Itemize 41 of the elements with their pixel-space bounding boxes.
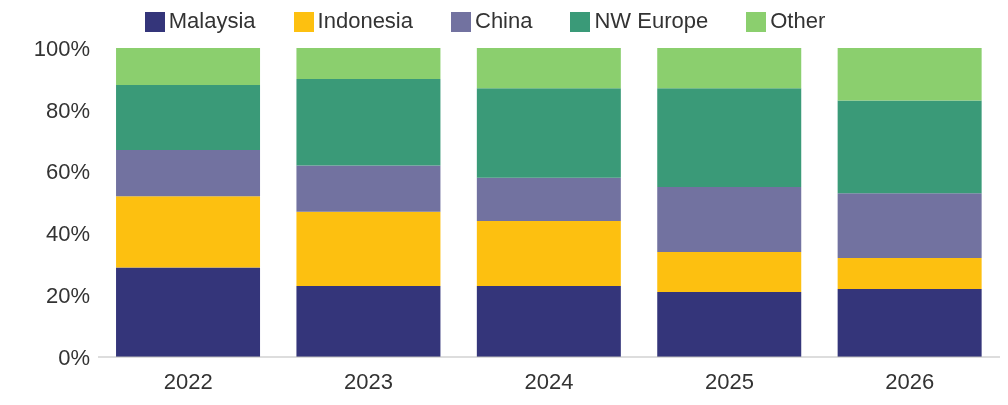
bar <box>837 100 982 194</box>
legend-label: China <box>475 8 533 33</box>
bar <box>657 187 802 252</box>
bar <box>296 211 441 286</box>
bar <box>837 258 982 290</box>
bar <box>116 149 261 197</box>
bar <box>116 267 261 357</box>
bar <box>296 165 441 212</box>
bar <box>476 285 621 357</box>
y-tick-label: 60% <box>45 159 90 185</box>
bar <box>837 48 982 101</box>
legend-label: NW Europe <box>594 8 709 33</box>
y-tick-label: 0% <box>58 344 90 370</box>
x-tick-label: 2022 <box>163 368 213 394</box>
bar <box>296 78 441 166</box>
y-tick-label: 20% <box>45 283 90 309</box>
legend-label: Other <box>770 8 826 33</box>
bar <box>296 285 441 357</box>
bar <box>837 289 982 357</box>
bar <box>116 48 261 86</box>
x-tick-label: 2026 <box>885 368 935 394</box>
bar <box>116 85 261 150</box>
bar <box>476 88 621 178</box>
legend-label: Indonesia <box>317 8 413 33</box>
bar <box>116 196 261 268</box>
bar <box>296 48 441 79</box>
bar <box>476 221 621 286</box>
y-tick-label: 40% <box>45 221 90 247</box>
x-tick-label: 2025 <box>704 368 754 394</box>
x-tick-label: 2023 <box>344 368 394 394</box>
bar <box>476 48 621 89</box>
y-tick-label: 100% <box>33 35 90 61</box>
y-tick-label: 80% <box>45 97 90 123</box>
bar <box>476 177 621 222</box>
legend-label: Malaysia <box>168 8 256 33</box>
x-tick-label: 2024 <box>524 368 574 394</box>
bar <box>657 88 802 188</box>
bar <box>837 193 982 259</box>
bar <box>657 292 802 357</box>
bar <box>657 48 802 89</box>
bar <box>657 251 802 293</box>
